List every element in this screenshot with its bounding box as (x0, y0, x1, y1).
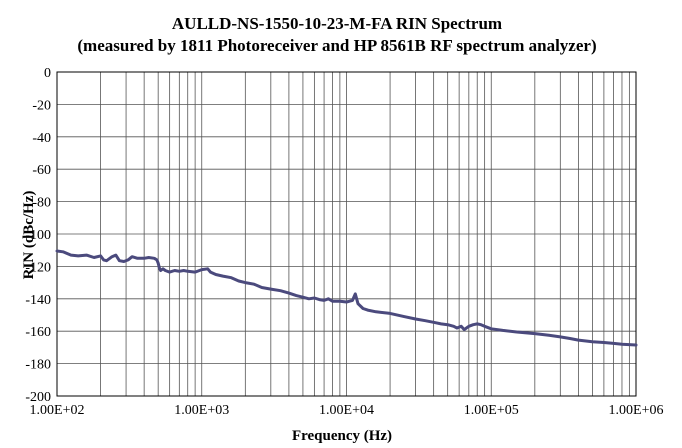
y-tick-label: -120 (25, 260, 51, 275)
y-axis-label: RIN (dBc/Hz) (21, 191, 37, 280)
plot-frame (56, 71, 637, 397)
x-tick-label: 1.00E+02 (30, 403, 85, 418)
y-tick-label: -60 (32, 163, 51, 178)
y-tick-label: -20 (32, 98, 51, 113)
y-tick-label: -160 (25, 325, 51, 340)
y-tick-label: 0 (44, 66, 51, 81)
rin-series-line (55, 249, 638, 347)
chart-subtitle: (measured by 1811 Photoreceiver and HP 8… (77, 36, 596, 55)
x-tick-label: 1.00E+06 (609, 403, 664, 418)
chart-title: AULLD-NS-1550-10-23-M-FA RIN Spectrum (172, 14, 502, 33)
y-tick-label: -200 (25, 390, 51, 405)
x-tick-label: 1.00E+04 (319, 403, 374, 418)
x-tick-label: 1.00E+03 (174, 403, 229, 418)
y-tick-label: -80 (32, 196, 51, 211)
y-tick-label: -40 (32, 131, 51, 146)
series-layer (55, 249, 638, 347)
x-tick-labels: 1.00E+02 1.00E+03 1.00E+04 1.00E+05 1.00E+06 (30, 403, 664, 418)
x-tick-label: 1.00E+05 (464, 403, 519, 418)
x-axis-label: Frequency (Hz) (292, 428, 392, 444)
y-tick-labels: 0 -20 -40 -60 -80 -100 -120 -140 -160 -180 -200 (25, 66, 51, 405)
y-tick-label: -180 (25, 358, 51, 373)
y-tick-label: -140 (25, 293, 51, 308)
y-tick-label: -100 (25, 228, 51, 243)
grid (56, 71, 636, 397)
